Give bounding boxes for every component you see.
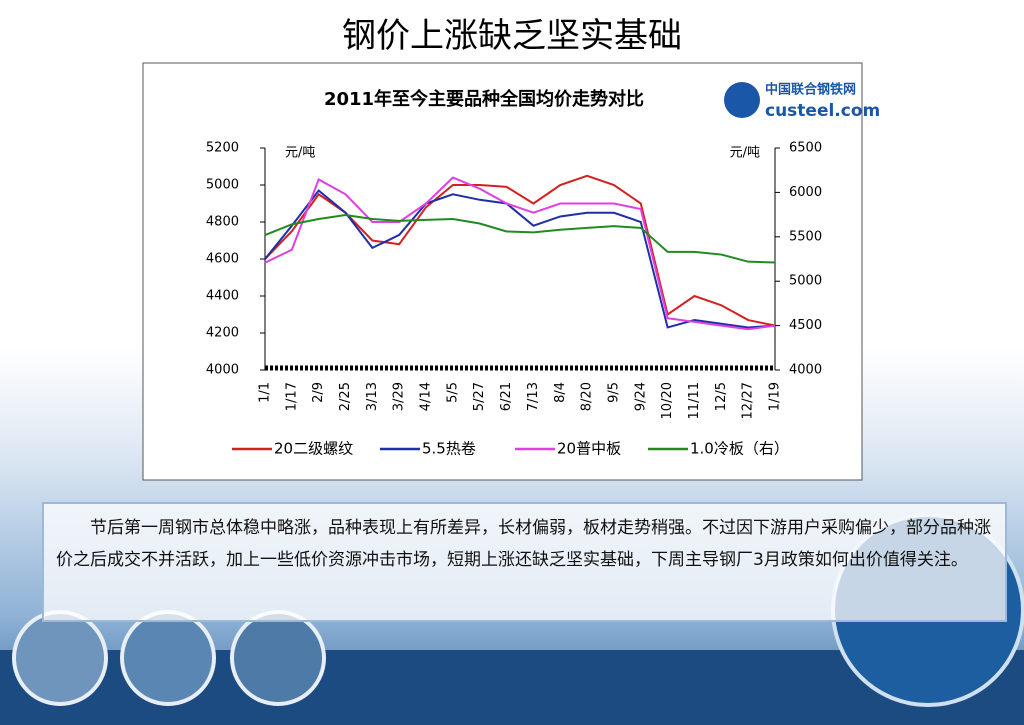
x-tick-label: 1/19 [768, 382, 783, 411]
photo-truck [12, 610, 108, 706]
y-tick-label: 4400 [206, 289, 239, 304]
y-tick-label: 4200 [206, 326, 239, 341]
legend-label: 5.5热卷 [422, 440, 476, 458]
x-tick-label: 12/27 [741, 382, 756, 419]
y2-tick-label: 4000 [789, 363, 822, 378]
y2-axis-unit: 元/吨 [730, 146, 760, 161]
x-tick-label: 9/24 [633, 382, 648, 411]
x-tick-label: 5/5 [445, 382, 460, 403]
y2-tick-label: 4500 [789, 318, 822, 333]
y-tick-label: 5000 [206, 178, 239, 193]
logo-mark [724, 82, 760, 118]
y-tick-label: 4800 [206, 215, 239, 230]
series-line [264, 214, 776, 264]
x-tick-label: 3/13 [365, 382, 380, 411]
logo-name: 中国联合钢铁网 [765, 82, 856, 98]
x-tick-label: 10/20 [660, 382, 675, 419]
x-tick-label: 12/5 [714, 382, 729, 411]
x-tick-label: 6/21 [499, 382, 514, 411]
photo-ship [120, 610, 216, 706]
summary-text: 节后第一周钢市总体稳中略涨，品种表现上有所差异，长材偏弱，板材走势稍强。不过因下… [42, 502, 1007, 622]
x-tick-label: 3/29 [392, 382, 407, 411]
y2-tick-label: 6000 [789, 185, 822, 200]
x-tick-label: 2/25 [338, 382, 353, 411]
x-tick-label: 1/1 [258, 382, 273, 403]
x-tick-label: 5/27 [472, 382, 487, 411]
y2-tick-label: 6500 [789, 141, 822, 156]
x-tick-label: 1/17 [284, 382, 299, 411]
y2-tick-label: 5000 [789, 274, 822, 289]
x-tick-label: 11/11 [687, 382, 702, 419]
x-tick-label: 7/13 [526, 382, 541, 411]
x-tick-label: 9/5 [606, 382, 621, 403]
x-tick-label: 2/9 [311, 382, 326, 403]
chart-title: 2011年至今主要品种全国均价走势对比 [324, 88, 644, 110]
y2-tick-label: 5500 [789, 229, 822, 244]
legend-label: 20二级螺纹 [274, 440, 353, 458]
x-tick-label: 8/4 [553, 382, 568, 403]
x-tick-label: 8/20 [580, 382, 595, 411]
y-axis-unit: 元/吨 [285, 146, 315, 161]
y-tick-label: 4600 [206, 252, 239, 267]
y-tick-label: 4000 [206, 363, 239, 378]
slide-title: 钢价上涨缺乏坚实基础 [342, 16, 682, 56]
logo-site: custeel.com [765, 101, 880, 121]
photo-train [230, 610, 326, 706]
legend-label: 20普中板 [557, 440, 621, 458]
series-line [264, 176, 776, 331]
x-tick-label: 4/14 [419, 382, 434, 411]
chart-frame [142, 62, 863, 481]
legend-label: 1.0冷板（右） [690, 440, 789, 458]
y-tick-label: 5200 [206, 141, 239, 156]
